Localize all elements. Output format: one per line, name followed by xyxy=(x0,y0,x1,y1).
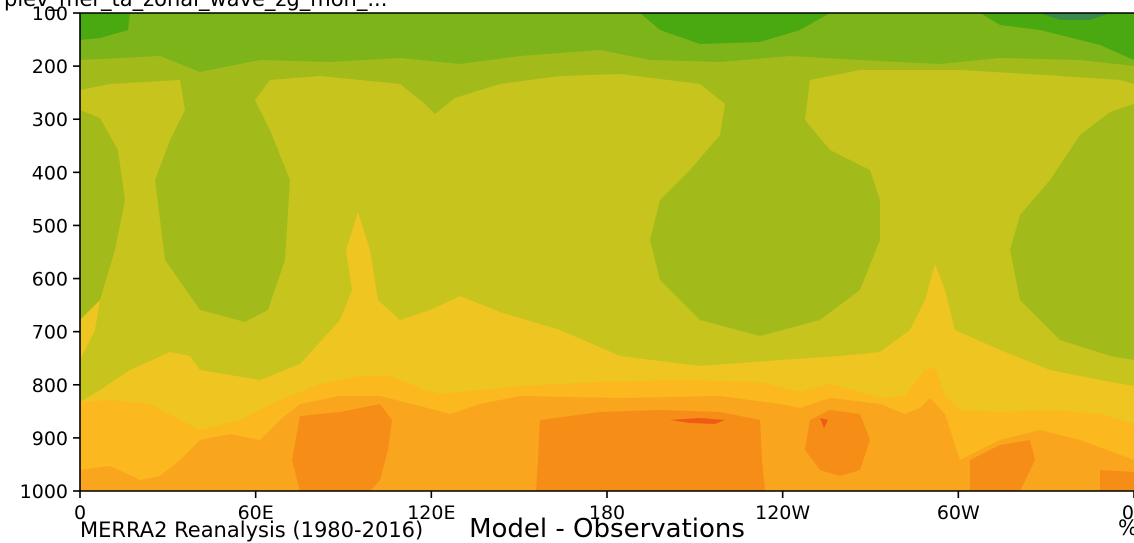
y-tick-label: 100 xyxy=(32,3,68,25)
y-tick-label: 300 xyxy=(32,109,68,131)
x-tick-label: 120W xyxy=(755,502,810,524)
y-tick-label: 1000 xyxy=(20,481,68,503)
contour-band-level-2 xyxy=(80,13,1134,60)
y-tick-label: 500 xyxy=(32,215,68,237)
contour-field xyxy=(80,13,1134,491)
chart-subtitle: Model - Observations xyxy=(469,514,745,543)
contour-band-level-9 xyxy=(292,404,1134,491)
y-tick-label: 700 xyxy=(32,322,68,344)
x-tick-label: 180 xyxy=(589,502,625,524)
y-tick-label: 800 xyxy=(32,375,68,397)
contour-band-level-1 xyxy=(1040,13,1110,20)
y-tick-label: 400 xyxy=(32,162,68,184)
y-tick-label: 200 xyxy=(32,56,68,78)
x-tick-label: 0 xyxy=(1122,502,1134,524)
plot-axes: 100 200 300 400 500 600 700 800 900 1000 0 60E 120E… xyxy=(20,3,1134,524)
colorbar-unit-label: % xyxy=(1118,516,1134,540)
contour-band-level-10 xyxy=(670,418,828,428)
x-tick-label: 60E xyxy=(238,502,274,524)
chart-title: plev_mer_ta_zonal_wave_zg_mon_... xyxy=(4,0,387,12)
x-tick-label: 0 xyxy=(74,502,86,524)
y-tick-label: 900 xyxy=(32,428,68,450)
x-tick-label: 60W xyxy=(937,502,980,524)
x-tick-label: 120E xyxy=(407,502,455,524)
source-label: MERRA2 Reanalysis (1980-2016) xyxy=(80,518,423,542)
y-tick-label: 600 xyxy=(32,269,68,291)
